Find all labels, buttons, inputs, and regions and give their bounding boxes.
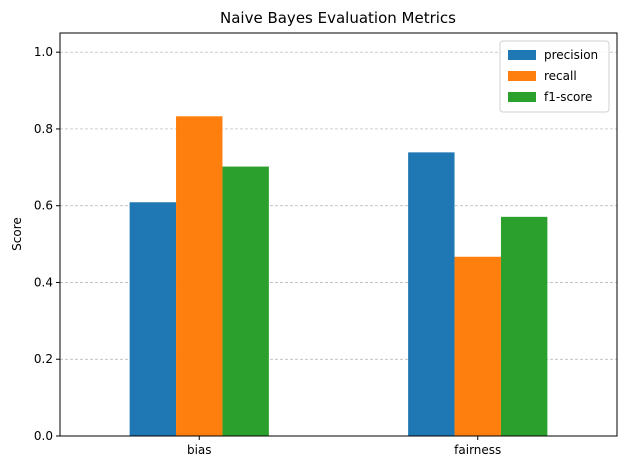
y-axis-label: Score: [10, 217, 24, 251]
legend-label-precision: precision: [544, 48, 598, 62]
y-tick-label: 0.4: [34, 275, 53, 289]
legend-swatch-f1-score: [508, 92, 536, 102]
y-tick-label: 0.8: [34, 122, 53, 136]
legend: precision recall f1-score: [499, 40, 610, 113]
chart-title: Naive Bayes Evaluation Metrics: [220, 9, 456, 27]
bars: [129, 116, 548, 437]
y-tick-label: 0.6: [34, 199, 53, 213]
x-tick-label: fairness: [454, 443, 501, 457]
bar-precision-fairness: [408, 152, 455, 437]
bar-precision-bias: [129, 202, 177, 436]
bar-f1-score-fairness: [500, 216, 548, 436]
legend-label-f1-score: f1-score: [544, 90, 592, 104]
plot-frame: [59, 32, 618, 437]
y-tick-label: 1.0: [34, 45, 53, 59]
x-tick-label: bias: [187, 443, 212, 457]
bar-recall-fairness: [454, 256, 501, 436]
bar-recall-bias: [176, 116, 223, 436]
legend-swatch-recall: [508, 71, 536, 81]
y-tick-label: 0.2: [34, 352, 53, 366]
bar-f1-score-bias: [222, 166, 269, 436]
legend-label-recall: recall: [544, 69, 577, 83]
y-axis-ticks: 0.0 0.2 0.4 0.6 0.8 1.0: [34, 45, 60, 443]
x-axis-ticks: bias fairness: [187, 436, 501, 457]
legend-swatch-precision: [508, 50, 536, 60]
y-tick-label: 0.0: [34, 429, 53, 443]
